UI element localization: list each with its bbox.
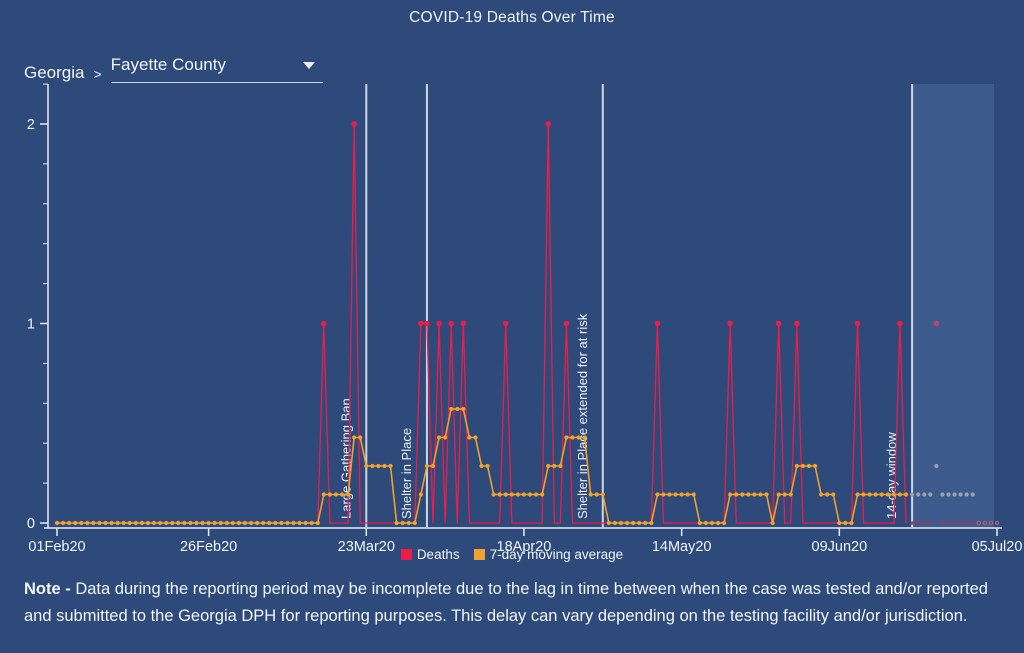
deaths-swatch-icon (400, 549, 412, 560)
event-line-14-day-window: 14-day window (884, 84, 914, 527)
chevron-down-icon (302, 61, 315, 69)
page-title: COVID-19 Deaths Over Time (409, 9, 615, 26)
x-tick-label: 09Jun20 (812, 539, 868, 555)
deaths-event-dots (321, 121, 940, 327)
x-tick-label: 26Feb20 (180, 539, 237, 555)
x-tick-label: 23Mar20 (338, 539, 395, 555)
x-tick-label: 01Feb20 (28, 539, 85, 555)
event-line-label: Shelter in Place (399, 428, 414, 519)
legend-label-deaths: Deaths (416, 547, 460, 562)
event-line-label: Shelter in Place extended for at risk (575, 313, 590, 519)
y-tick-label: 0 (27, 516, 35, 532)
legend-item-deaths: Deaths (400, 547, 460, 562)
event-line-label: Large Gathering Ban (338, 398, 353, 519)
moving-average-dots (54, 406, 909, 526)
breadcrumb-state-georgia[interactable]: Georgia (24, 63, 85, 82)
breadcrumb-separator: > (93, 66, 102, 82)
event-line-label: 14-day window (884, 432, 899, 519)
reporting-window-region (912, 84, 994, 528)
y-tick-label: 2 (27, 117, 35, 133)
legend-label-moving-average: 7-day moving average (489, 547, 624, 562)
x-tick-label: 05Jul20 (972, 539, 1023, 555)
legend-item-moving-average: 7-day moving average (473, 547, 624, 562)
breadcrumb: Georgia > Fayette County (24, 55, 323, 83)
reporting-note: Note - Data during the reporting period … (24, 576, 1009, 629)
county-dropdown-value: Fayette County (110, 55, 226, 74)
event-line-shelter-in-place-extended-for-at-risk: Shelter in Place extended for at risk (575, 84, 604, 527)
county-dropdown[interactable]: Fayette County (110, 55, 323, 83)
note-prefix: Note - (24, 580, 71, 598)
deaths-over-time-chart: 0 1 2 01Feb20 26Feb20 23Mar20 18Apr20 14May20 09… (27, 83, 1023, 555)
chart-legend: Deaths 7-day moving average (0, 547, 1024, 562)
moving-average-swatch-icon (473, 549, 485, 560)
note-body: Data during the reporting period may be … (24, 580, 988, 625)
x-tick-label: 14May20 (652, 539, 712, 555)
deaths-dots-window (910, 521, 999, 525)
x-tick-label: 18Apr20 (497, 539, 552, 555)
event-line-shelter-in-place: Shelter in Place (399, 84, 428, 527)
axes: 0 1 2 01Feb20 26Feb20 23Mar20 18Apr20 14May20 09… (27, 83, 1023, 555)
y-tick-label: 1 (27, 317, 35, 333)
